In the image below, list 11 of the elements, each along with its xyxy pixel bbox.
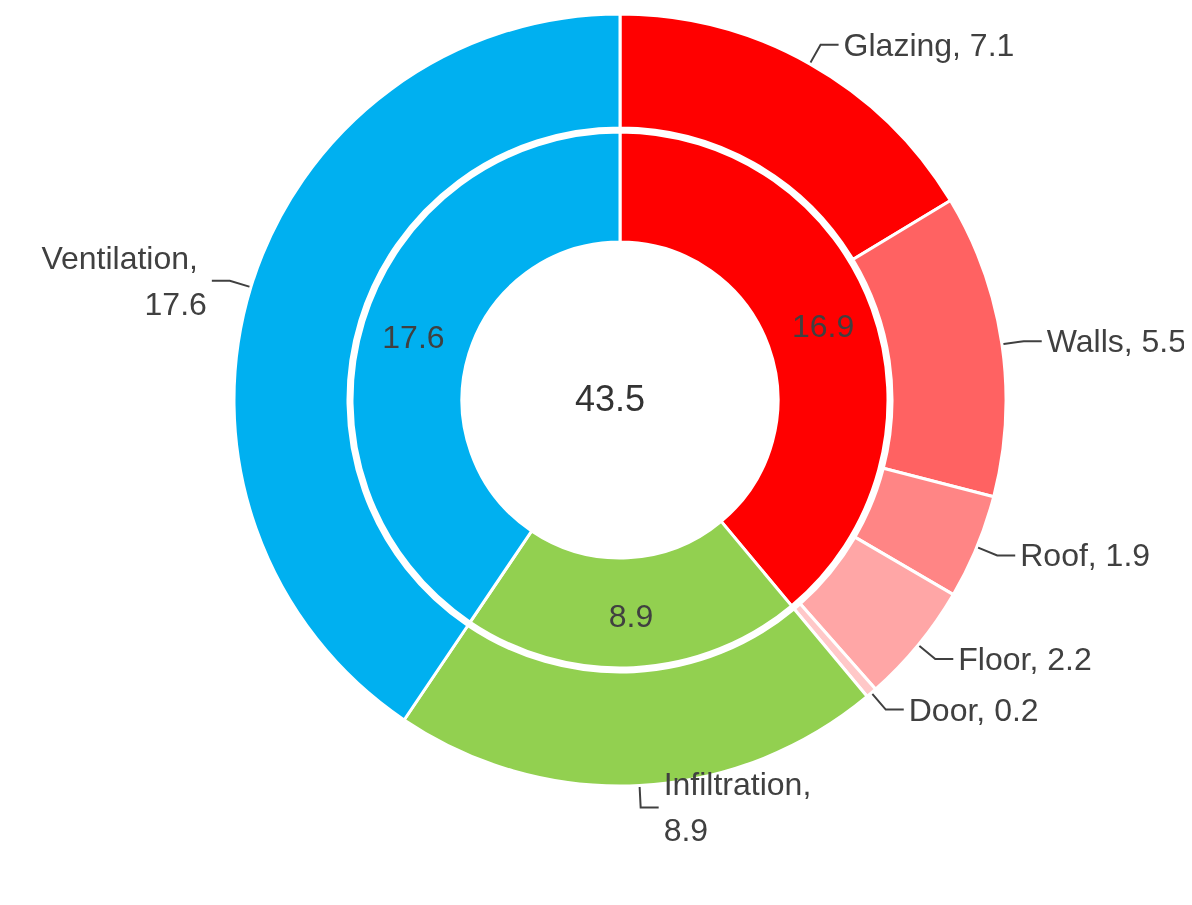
data-label: Walls, 5.5 xyxy=(1046,323,1187,360)
data-label: 16.9 xyxy=(791,308,855,345)
data-label: 17.6 xyxy=(382,318,445,355)
data-label: Glazing, 7.1 xyxy=(843,26,1015,63)
data-label: Door, 0.2 xyxy=(908,691,1039,728)
data-label: Floor, 2.2 xyxy=(958,640,1092,677)
text: 43.5 xyxy=(575,377,646,419)
data-label: Infiltration, 8.9 xyxy=(663,766,821,849)
data-label: 8.9 xyxy=(608,597,654,634)
data-label: Ventilation, 17.6 xyxy=(41,239,207,322)
data-label: Roof, 1.9 xyxy=(1020,537,1151,574)
